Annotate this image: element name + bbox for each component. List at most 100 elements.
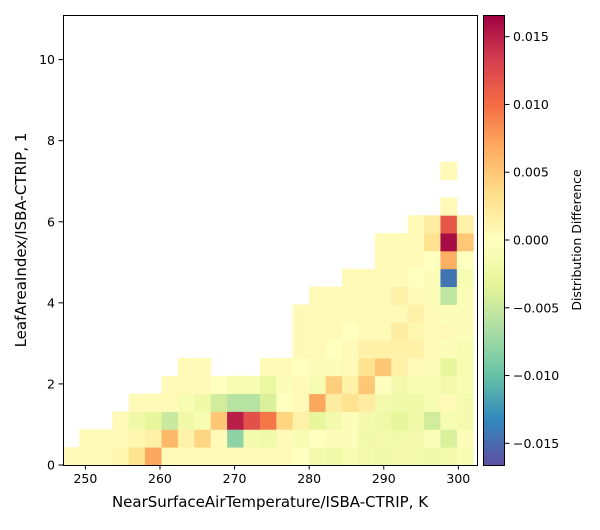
heatmap-cell xyxy=(374,411,392,430)
heatmap-cell xyxy=(440,357,458,377)
heatmap-cell xyxy=(194,375,212,395)
heatmap-cell xyxy=(456,357,474,377)
heatmap-cell xyxy=(440,304,458,323)
heatmap-cell xyxy=(407,250,425,270)
heatmap-cell xyxy=(424,268,441,288)
heatmap-cell xyxy=(456,233,474,252)
heatmap-cell xyxy=(424,250,441,270)
heatmap-cell xyxy=(95,447,113,466)
heatmap-cell xyxy=(276,393,294,412)
heatmap-cell xyxy=(358,286,376,305)
y-tick-label: 0 xyxy=(47,458,55,473)
heatmap-cell xyxy=(259,357,277,377)
heatmap-cell xyxy=(456,447,474,466)
heatmap-cell xyxy=(128,411,146,430)
heatmap-cell xyxy=(341,322,359,341)
heatmap-cell xyxy=(391,429,409,448)
heatmap-cell xyxy=(391,357,409,377)
heatmap-cell xyxy=(145,447,162,466)
y-tick-label: 6 xyxy=(47,214,55,229)
x-axis-ticks: 250 260 270 280 290 300 xyxy=(73,465,470,486)
heatmap-cell xyxy=(259,393,277,412)
heatmap-cell xyxy=(358,375,376,395)
heatmap-cell xyxy=(391,375,409,395)
heatmap-cell xyxy=(407,233,425,252)
heatmap-cell xyxy=(145,393,162,412)
heatmap-cell xyxy=(407,375,425,395)
heatmap-cell xyxy=(407,357,425,377)
heatmap-cell xyxy=(391,340,409,359)
heatmap-cell xyxy=(227,411,244,430)
heatmap-cell xyxy=(424,411,441,430)
heatmap-cell xyxy=(309,304,326,323)
heatmap-cell xyxy=(341,304,359,323)
heatmap-cell xyxy=(325,393,343,412)
heatmap-cell xyxy=(456,268,474,288)
heatmap-cell xyxy=(456,322,474,341)
heatmap-cell xyxy=(374,357,392,377)
heatmap-cell xyxy=(161,375,179,395)
heatmap-cell xyxy=(374,429,392,448)
heatmap-cell xyxy=(210,411,228,430)
heatmap-cell xyxy=(407,429,425,448)
heatmap-cell xyxy=(292,357,310,377)
heatmap-cell xyxy=(341,429,359,448)
heatmap-cell xyxy=(112,411,130,430)
heatmap-cell xyxy=(440,197,458,216)
colorbar-tick-label: 0.015 xyxy=(513,29,549,44)
heatmap-cell xyxy=(177,411,195,430)
heatmap-cell xyxy=(292,393,310,412)
heatmap-cell xyxy=(210,447,228,466)
heatmap-cell xyxy=(341,375,359,395)
heatmap-cell xyxy=(341,340,359,359)
heatmap-cell xyxy=(407,447,425,466)
heatmap-cell xyxy=(341,411,359,430)
heatmap-cell xyxy=(440,393,458,412)
heatmap-cell xyxy=(424,215,441,234)
heatmap-cell xyxy=(243,393,261,412)
heatmap-cell xyxy=(309,447,326,466)
heatmap-cell xyxy=(374,447,392,466)
heatmap-cell xyxy=(407,304,425,323)
x-tick-label: 300 xyxy=(446,471,470,486)
heatmap-cell xyxy=(79,447,97,466)
colorbar-tick-label: −0.010 xyxy=(513,368,559,383)
heatmap-cell xyxy=(407,322,425,341)
heatmap-cell xyxy=(128,393,146,412)
heatmap-cell xyxy=(325,447,343,466)
heatmap-cell xyxy=(276,447,294,466)
heatmap-cell xyxy=(407,411,425,430)
heatmap-cell xyxy=(440,268,458,288)
heatmap-cell xyxy=(424,447,441,466)
heatmap-cell xyxy=(325,286,343,305)
heatmap-cell xyxy=(358,357,376,377)
heatmap-cell xyxy=(456,286,474,305)
heatmap-cell xyxy=(424,393,441,412)
colorbar-tick-label: 0.000 xyxy=(513,233,549,248)
y-tick-label: 2 xyxy=(47,376,55,391)
y-tick-label: 4 xyxy=(47,295,55,310)
heatmap-cell xyxy=(292,411,310,430)
heatmap-cell xyxy=(391,250,409,270)
heatmap-cell xyxy=(341,447,359,466)
heatmap-cell xyxy=(325,411,343,430)
heatmap-cell xyxy=(424,375,441,395)
heatmap-cell xyxy=(243,375,261,395)
heatmap-cell xyxy=(259,411,277,430)
heatmap-cell xyxy=(424,429,441,448)
heatmap-cell xyxy=(407,340,425,359)
heatmap-cell xyxy=(391,322,409,341)
heatmap-cell xyxy=(440,322,458,341)
colorbar-ticks: −0.015 −0.010 −0.005 0.000 0.005 0.010 0.015 xyxy=(505,29,559,451)
heatmap-cell xyxy=(177,375,195,395)
heatmap-cell xyxy=(177,357,195,377)
heatmap-cell xyxy=(325,375,343,395)
heatmap-cell xyxy=(309,411,326,430)
heatmap-cell xyxy=(161,393,179,412)
heatmap-cell xyxy=(456,340,474,359)
heatmap-cell xyxy=(440,250,458,270)
heatmap-cell xyxy=(210,429,228,448)
heatmap-cell xyxy=(292,447,310,466)
